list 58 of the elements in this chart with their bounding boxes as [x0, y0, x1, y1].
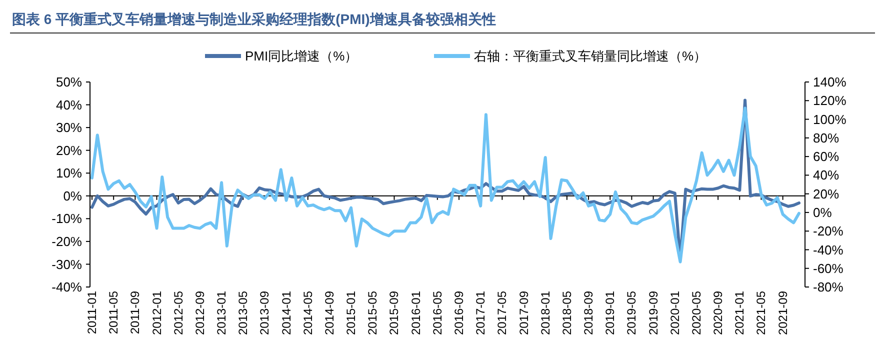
y-tick-label: -10% — [52, 211, 82, 226]
x-tick-label: 2016-05 — [430, 290, 444, 336]
y-tick-label: -30% — [52, 256, 82, 272]
x-tick-label: 2017-09 — [516, 290, 531, 336]
y2-tick-label: -20% — [813, 224, 844, 239]
y2-tick-label: 60% — [813, 149, 840, 164]
x-tick-label: 2013-05 — [236, 290, 250, 336]
x-tick-label: 2021-09 — [776, 290, 790, 336]
legend-label: PMI同比增速（%） — [245, 48, 358, 64]
x-tick-label: 2020-05 — [689, 290, 704, 336]
x-tick-label: 2015-05 — [366, 290, 380, 336]
x-tick-label: 2019-01 — [603, 290, 618, 336]
y2-tick-label: 100% — [813, 112, 847, 127]
x-tick-label: 2011-01 — [85, 290, 99, 334]
x-tick-label: 2011-05 — [106, 290, 121, 334]
x-tick-label: 2015-01 — [344, 290, 358, 336]
x-tick-label: 2020-01 — [668, 290, 682, 336]
x-tick-label: 2012-01 — [150, 290, 164, 336]
y2-tick-label: -80% — [813, 280, 844, 295]
x-tick-label: 2012-09 — [192, 290, 207, 336]
y2-tick-label: -60% — [813, 260, 844, 276]
y2-tick-label: 20% — [813, 186, 840, 202]
x-tick-label: 2014-09 — [322, 290, 336, 336]
x-tick-label: 2016-09 — [452, 290, 466, 336]
x-tick-label: 2021-01 — [732, 290, 747, 336]
y2-tick-label: 120% — [813, 93, 847, 108]
y-tick-label: 30% — [56, 120, 82, 136]
x-tick-label: 2012-05 — [171, 290, 186, 336]
x-tick-label: 2017-05 — [495, 290, 510, 336]
y-tick-label: 50% — [56, 74, 82, 90]
legend-label: 右轴：平衡重式叉车销量同比增速（%） — [474, 48, 707, 64]
x-tick-label: 2017-01 — [474, 290, 488, 336]
y-tick-label: 40% — [56, 97, 82, 112]
x-tick-label: 2014-01 — [279, 290, 294, 336]
x-tick-label: 2013-09 — [258, 290, 272, 336]
chart-title: 图表 6 平衡重式叉车销量增速与制造业采购经理指数(PMI)增速具备较强相关性 — [12, 11, 496, 27]
x-tick-label: 2013-01 — [214, 290, 229, 336]
y-tick-label: 0% — [63, 188, 82, 204]
y-tick-label: -40% — [52, 280, 82, 295]
y2-tick-label: -40% — [813, 242, 844, 258]
x-tick-label: 2018-05 — [560, 290, 574, 336]
x-tick-label: 2014-05 — [300, 290, 315, 336]
x-tick-label: 2016-01 — [408, 290, 423, 336]
y2-tick-label: 80% — [813, 130, 840, 146]
y2-tick-label: 140% — [813, 74, 847, 90]
x-tick-label: 2019-05 — [624, 290, 639, 336]
y2-tick-label: 40% — [813, 168, 840, 183]
x-tick-label: 2021-05 — [754, 290, 768, 336]
x-tick-label: 2020-09 — [711, 290, 726, 336]
x-tick-label: 2018-01 — [538, 290, 552, 336]
x-tick-label: 2015-09 — [387, 290, 402, 336]
x-tick-label: 2019-09 — [646, 290, 660, 336]
y-tick-label: 20% — [56, 142, 82, 158]
x-tick-label: 2011-09 — [128, 290, 142, 334]
y2-tick-label: 0% — [813, 205, 832, 220]
y-tick-label: -20% — [52, 234, 82, 249]
y-tick-label: 10% — [56, 166, 82, 181]
x-tick-label: 2018-09 — [582, 290, 596, 336]
